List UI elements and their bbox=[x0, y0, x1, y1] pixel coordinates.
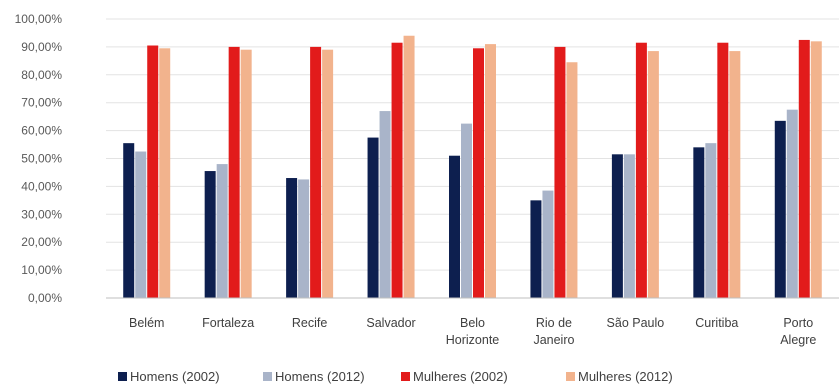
y-tick-label: 50,00% bbox=[21, 152, 62, 166]
x-category-label: Curitiba bbox=[695, 316, 738, 330]
x-category-label: Recife bbox=[292, 316, 327, 330]
legend-swatch bbox=[118, 372, 127, 381]
x-category-label: São Paulo bbox=[607, 316, 665, 330]
bar-homens-2002 bbox=[204, 171, 216, 298]
gridlines bbox=[106, 18, 839, 271]
y-tick-label: 20,00% bbox=[21, 235, 62, 249]
legend-label: Homens (2012) bbox=[275, 369, 365, 384]
bar-homens-2002 bbox=[774, 120, 786, 299]
y-tick-label: 70,00% bbox=[21, 96, 62, 110]
x-category-label: Fortaleza bbox=[202, 316, 254, 330]
bar-mulheres-2002 bbox=[798, 39, 810, 299]
legend-swatch bbox=[263, 372, 272, 381]
legend-swatch bbox=[401, 372, 410, 381]
x-category-label: Rio de Janeiro bbox=[533, 316, 574, 347]
bar-mulheres-2012 bbox=[810, 41, 822, 298]
x-category-label: Belo Horizonte bbox=[446, 316, 500, 347]
x-axis-category-labels: Belém Fortaleza Recife Salvador Belo Horizont… bbox=[129, 316, 816, 347]
bar-mulheres-2002 bbox=[554, 46, 566, 299]
bar-homens-2002 bbox=[693, 147, 705, 298]
bar-mulheres-2002 bbox=[473, 48, 484, 298]
x-category-label: Belém bbox=[129, 316, 164, 330]
y-tick-label: 0,00% bbox=[28, 291, 62, 305]
bar-homens-2012 bbox=[298, 179, 310, 298]
legend-label: Mulheres (2002) bbox=[413, 369, 508, 384]
bar-mulheres-2002 bbox=[635, 42, 647, 299]
y-tick-label: 60,00% bbox=[21, 124, 62, 138]
y-tick-label: 10,00% bbox=[21, 263, 62, 277]
legend-label: Homens (2002) bbox=[130, 369, 220, 384]
bar-mulheres-2012 bbox=[566, 62, 578, 299]
bar-homens-2012 bbox=[216, 164, 228, 298]
y-tick-label: 90,00% bbox=[21, 40, 62, 54]
bar-homens-2012 bbox=[786, 109, 798, 298]
bar-homens-2012 bbox=[705, 143, 717, 298]
bar-homens-2012 bbox=[461, 123, 472, 298]
bar-mulheres-2012 bbox=[159, 48, 171, 298]
bar-mulheres-2002 bbox=[391, 42, 403, 299]
bar-mulheres-2002 bbox=[228, 46, 240, 299]
bars bbox=[123, 35, 822, 299]
bar-mulheres-2002 bbox=[717, 42, 729, 299]
y-tick-label: 100,00% bbox=[15, 12, 63, 26]
bar-mulheres-2002 bbox=[310, 46, 322, 299]
x-category-label: Salvador bbox=[366, 316, 415, 330]
bar-mulheres-2012 bbox=[485, 44, 496, 298]
bar-homens-2012 bbox=[135, 151, 147, 298]
legend: Homens (2002) Homens (2012) Mulheres (2002… bbox=[118, 369, 673, 384]
bar-homens-2012 bbox=[542, 190, 554, 298]
legend-label: Mulheres (2012) bbox=[578, 369, 673, 384]
bar-mulheres-2012 bbox=[322, 49, 334, 298]
bar-mulheres-2012 bbox=[403, 35, 415, 299]
y-tick-label: 80,00% bbox=[21, 68, 62, 82]
y-axis-tick-labels: 0,00% 10,00% 20,00% 30,00% 40,00% 50,00% 60,00… bbox=[15, 12, 63, 305]
bar-mulheres-2012 bbox=[240, 49, 252, 298]
bar-homens-2002 bbox=[286, 178, 298, 298]
bar-homens-2002 bbox=[611, 154, 623, 298]
bar-homens-2002 bbox=[367, 137, 379, 298]
y-tick-label: 30,00% bbox=[21, 207, 62, 221]
bar-homens-2012 bbox=[379, 111, 391, 298]
bar-mulheres-2012 bbox=[729, 51, 741, 299]
bar-mulheres-2012 bbox=[647, 51, 659, 299]
bar-homens-2002 bbox=[449, 155, 460, 298]
y-tick-label: 40,00% bbox=[21, 179, 62, 193]
bar-homens-2012 bbox=[623, 154, 635, 298]
bar-mulheres-2002 bbox=[147, 45, 159, 298]
bar-homens-2002 bbox=[123, 143, 135, 298]
x-category-label: Porto Alegre bbox=[780, 316, 816, 347]
legend-swatch bbox=[566, 372, 575, 381]
bar-homens-2002 bbox=[530, 200, 542, 298]
